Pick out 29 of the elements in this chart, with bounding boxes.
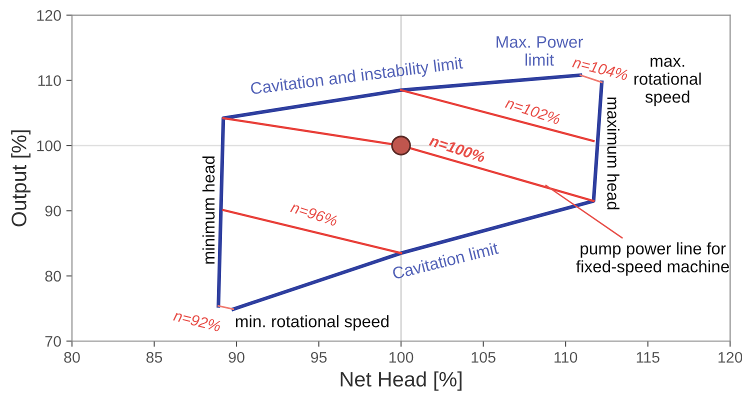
x-tick-label: 100 xyxy=(389,352,414,363)
annotation: n=96% xyxy=(290,202,338,226)
x-tick-label: 115 xyxy=(636,352,660,363)
annotation: n=92% xyxy=(172,310,222,332)
annotation: max. rotational speed xyxy=(634,58,701,106)
x-tick-label: 90 xyxy=(228,352,244,363)
annotation: minimum head xyxy=(202,156,215,264)
x-tick-label: 80 xyxy=(64,352,80,363)
y-axis-title: Output [%] xyxy=(11,130,31,226)
x-tick-label: 110 xyxy=(554,352,578,363)
annotation: Cavitation limit xyxy=(392,242,500,280)
y-tick-label: 70 xyxy=(45,336,61,347)
x-tick-label: 85 xyxy=(146,352,162,363)
annotation: n=104% xyxy=(572,56,629,81)
y-tick-label: 90 xyxy=(45,206,61,216)
annotation: pump power line for fixed-speed machine xyxy=(576,242,729,276)
y-tick-label: 120 xyxy=(37,10,61,21)
annotation: n=100% xyxy=(428,134,486,163)
annotation: maximum head xyxy=(607,98,620,210)
annotation: n=102% xyxy=(504,97,561,125)
annotation: Cavitation and instability limit xyxy=(250,56,464,98)
x-tick-label: 105 xyxy=(472,352,496,363)
y-tick-label: 80 xyxy=(45,270,61,282)
x-axis-title: Net Head [%] xyxy=(340,371,462,391)
y-tick-label: 110 xyxy=(38,75,61,86)
annotation: min. rotational speed xyxy=(236,315,388,331)
x-tick-label: 120 xyxy=(718,352,742,363)
x-tick-label: 95 xyxy=(311,352,327,363)
y-tick-label: 100 xyxy=(37,140,61,152)
